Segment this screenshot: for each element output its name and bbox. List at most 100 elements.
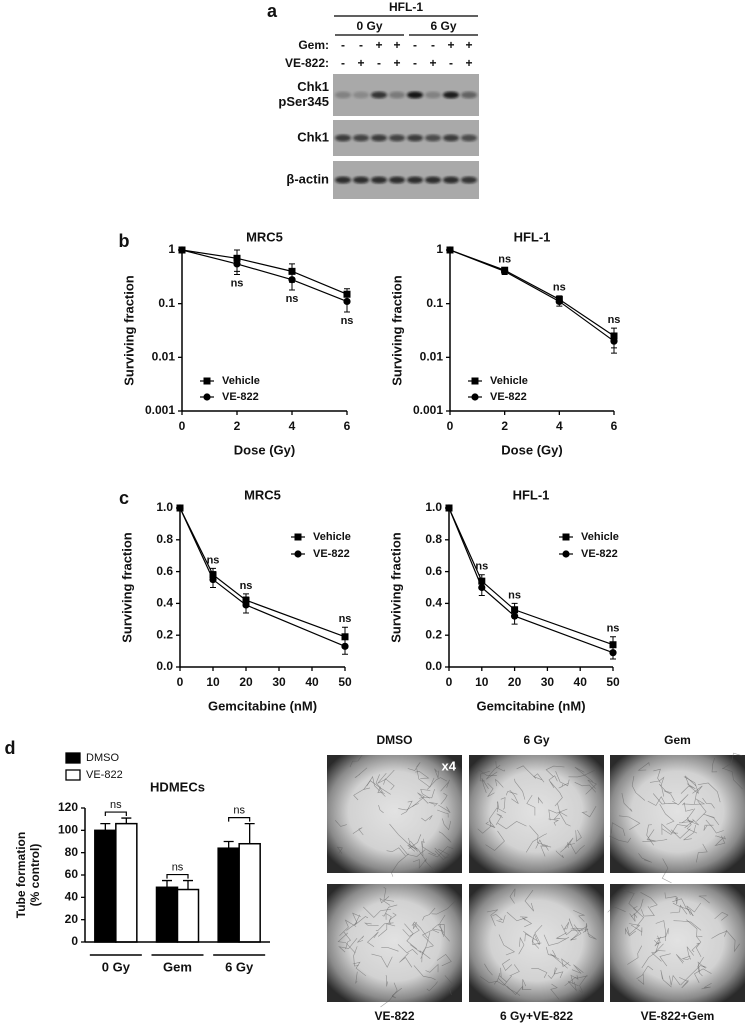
cell-network xyxy=(561,958,571,968)
cell-network xyxy=(407,840,418,852)
cell-network xyxy=(375,774,391,795)
cell-network xyxy=(548,818,560,826)
error-bar xyxy=(162,879,172,888)
y-tick-label: 0.1 xyxy=(158,296,175,310)
cell-network xyxy=(364,922,379,926)
legend-swatch xyxy=(65,769,81,781)
cell-network xyxy=(673,920,702,931)
cell-network xyxy=(526,794,536,816)
x-tick-label: 6 Gy xyxy=(225,959,254,974)
sign: - xyxy=(377,56,381,70)
cell-network xyxy=(509,789,519,804)
cell-network xyxy=(680,783,696,794)
cell-network xyxy=(553,967,564,979)
y-tick-label: 0.0 xyxy=(425,659,442,673)
y-axis-label: (% control) xyxy=(28,844,42,907)
x-tick-label: 0 Gy xyxy=(102,959,131,974)
x-axis-label: Gemcitabine (nM) xyxy=(476,698,585,713)
annotation: ns xyxy=(475,561,488,573)
x-tick-label: 50 xyxy=(606,675,620,689)
micrograph xyxy=(610,884,745,1002)
cell-network xyxy=(571,964,584,974)
bar xyxy=(94,829,117,943)
y-tick-label: 1.0 xyxy=(425,500,442,514)
micrograph-label: Gem xyxy=(664,733,691,747)
cell-network xyxy=(492,914,503,921)
legend-marker xyxy=(562,533,570,541)
x-tick-label: 10 xyxy=(475,675,489,689)
cell-network xyxy=(412,858,428,869)
legend-label: Vehicle xyxy=(222,375,260,387)
cell-network xyxy=(570,924,582,941)
cell-network xyxy=(495,761,506,772)
blot-band xyxy=(461,134,477,142)
cell-network xyxy=(375,922,394,932)
error-bar xyxy=(183,879,193,890)
legend-swatch xyxy=(65,752,81,764)
cell-network xyxy=(561,924,584,936)
cell-network xyxy=(695,936,702,958)
annotation: ns xyxy=(607,623,620,635)
cell-network xyxy=(532,937,542,945)
y-tick-label: 40 xyxy=(65,890,79,904)
cell-network xyxy=(659,953,671,967)
cell-network xyxy=(553,811,568,820)
legend-marker xyxy=(203,393,211,401)
cell-network xyxy=(618,815,641,831)
cell-network xyxy=(672,898,694,917)
blot-band xyxy=(353,176,369,184)
series-line xyxy=(179,507,346,638)
cell-network xyxy=(440,792,448,805)
error-bar xyxy=(100,822,111,831)
x-tick-label: 2 xyxy=(234,419,241,433)
x-tick-label: 40 xyxy=(574,675,588,689)
x-tick-label: 4 xyxy=(289,419,296,433)
cell-network xyxy=(352,827,364,836)
cell-network xyxy=(585,779,597,795)
cell-network xyxy=(711,757,718,773)
cell-network xyxy=(638,853,652,863)
micrograph xyxy=(327,755,462,873)
cell-network xyxy=(642,838,668,842)
band-label: β-actin xyxy=(286,171,329,186)
annotation: ns xyxy=(339,613,352,625)
cell-network xyxy=(502,958,513,972)
significance-bracket xyxy=(104,811,127,817)
cell-network xyxy=(509,888,516,904)
series-line xyxy=(448,507,614,654)
cell-network xyxy=(428,846,454,858)
y-axis-label: Surviving fraction xyxy=(388,532,403,643)
cell-network xyxy=(509,964,520,977)
sign: - xyxy=(431,38,435,52)
cell-network xyxy=(630,898,644,917)
panel-label: b xyxy=(119,231,130,251)
cell-network xyxy=(516,765,537,779)
marker xyxy=(609,641,617,649)
cell-network xyxy=(410,944,431,959)
y-tick-label: 120 xyxy=(58,800,78,814)
cell-network xyxy=(646,824,654,846)
cell-network xyxy=(436,953,452,967)
cell-network xyxy=(568,774,594,782)
cell-network xyxy=(336,846,343,854)
cell-network xyxy=(391,987,402,999)
blot-band xyxy=(335,176,351,184)
y-tick-label: 100 xyxy=(58,823,78,837)
cell-network xyxy=(425,963,439,973)
chart-title: MRC5 xyxy=(244,487,281,502)
x-tick-label: 10 xyxy=(206,675,220,689)
cell-network xyxy=(422,907,436,921)
y-tick-label: 0.01 xyxy=(152,350,176,364)
marker xyxy=(501,267,509,275)
cell-network xyxy=(383,886,395,902)
cell-network xyxy=(697,956,704,977)
cell-network xyxy=(581,805,597,818)
blot-band xyxy=(335,91,351,99)
x-tick-label: 0 xyxy=(177,675,184,689)
sign: + xyxy=(429,56,436,70)
x-tick-label: 30 xyxy=(541,675,555,689)
cell-network xyxy=(653,935,661,945)
marker xyxy=(343,297,351,306)
cell-network xyxy=(354,914,369,926)
cell-network xyxy=(413,965,436,980)
